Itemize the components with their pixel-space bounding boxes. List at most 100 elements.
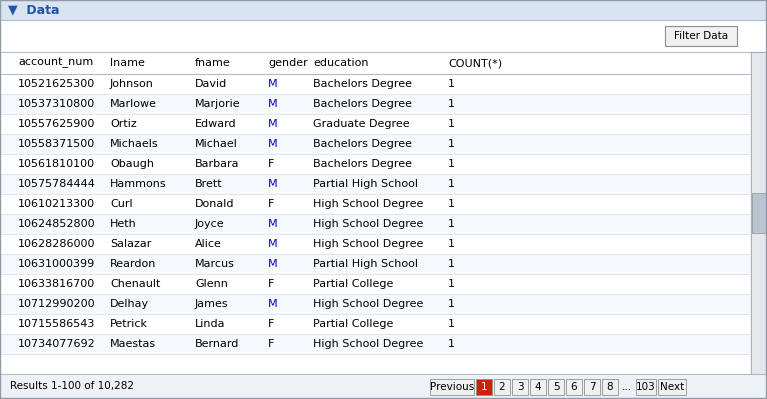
Text: Glenn: Glenn <box>195 279 228 289</box>
Text: 8: 8 <box>607 381 614 391</box>
Text: COUNT(*): COUNT(*) <box>448 58 502 68</box>
Bar <box>658 379 686 395</box>
Text: account_num: account_num <box>18 58 94 68</box>
Text: Partial High School: Partial High School <box>313 259 418 269</box>
Text: Alice: Alice <box>195 239 222 249</box>
Text: 10575784444: 10575784444 <box>18 179 96 189</box>
Text: M: M <box>268 119 278 129</box>
Text: 1: 1 <box>448 79 455 89</box>
Bar <box>476 379 492 395</box>
Bar <box>0 334 750 354</box>
Text: Bachelors Degree: Bachelors Degree <box>313 79 412 89</box>
Text: 10712990200: 10712990200 <box>18 299 96 309</box>
Text: Delhay: Delhay <box>110 299 149 309</box>
Text: M: M <box>268 299 278 309</box>
Text: 1: 1 <box>448 99 455 109</box>
Bar <box>0 274 750 294</box>
Text: David: David <box>195 79 227 89</box>
Text: 1: 1 <box>448 219 455 229</box>
Text: Filter Data: Filter Data <box>674 31 728 41</box>
Text: M: M <box>268 259 278 269</box>
Text: 6: 6 <box>571 381 578 391</box>
Text: Hammons: Hammons <box>110 179 166 189</box>
Text: 103: 103 <box>636 381 656 391</box>
Text: Marjorie: Marjorie <box>195 99 241 109</box>
Text: Reardon: Reardon <box>110 259 156 269</box>
Text: Bernard: Bernard <box>195 339 239 349</box>
Text: Bachelors Degree: Bachelors Degree <box>313 159 412 169</box>
Text: ...: ... <box>622 381 632 391</box>
Text: Ortiz: Ortiz <box>110 119 137 129</box>
Text: Graduate Degree: Graduate Degree <box>313 119 410 129</box>
Bar <box>0 214 750 234</box>
Text: 5: 5 <box>553 381 559 391</box>
Text: 1: 1 <box>481 381 487 391</box>
Bar <box>636 379 656 395</box>
Text: education: education <box>313 58 368 68</box>
Text: Joyce: Joyce <box>195 219 225 229</box>
Text: 10537310800: 10537310800 <box>18 99 95 109</box>
Text: F: F <box>268 319 275 329</box>
Text: fname: fname <box>195 58 231 68</box>
Text: 3: 3 <box>517 381 523 391</box>
Bar <box>530 379 546 395</box>
Text: Brett: Brett <box>195 179 222 189</box>
Text: 10628286000: 10628286000 <box>18 239 96 249</box>
Text: 1: 1 <box>448 119 455 129</box>
Bar <box>0 154 750 174</box>
Text: M: M <box>268 179 278 189</box>
Text: 10631000399: 10631000399 <box>18 259 95 269</box>
Text: 4: 4 <box>535 381 542 391</box>
Text: 10734077692: 10734077692 <box>18 339 96 349</box>
Text: Bachelors Degree: Bachelors Degree <box>313 99 412 109</box>
Text: F: F <box>268 339 275 349</box>
Text: 1: 1 <box>448 139 455 149</box>
Bar <box>0 20 767 52</box>
Text: High School Degree: High School Degree <box>313 299 423 309</box>
Text: Maestas: Maestas <box>110 339 156 349</box>
Text: 10610213300: 10610213300 <box>18 199 95 209</box>
Bar <box>0 52 750 374</box>
Bar <box>0 254 750 274</box>
Text: Marlowe: Marlowe <box>110 99 157 109</box>
Text: 10521625300: 10521625300 <box>18 79 95 89</box>
Bar <box>0 114 750 134</box>
Bar <box>584 379 600 395</box>
Bar <box>0 74 750 94</box>
Bar <box>0 194 750 214</box>
Text: Curl: Curl <box>110 199 133 209</box>
Text: Marcus: Marcus <box>195 259 235 269</box>
Bar <box>0 354 750 374</box>
Text: 10561810100: 10561810100 <box>18 159 95 169</box>
Text: 7: 7 <box>589 381 595 391</box>
Text: Partial College: Partial College <box>313 279 393 289</box>
Text: Obaugh: Obaugh <box>110 159 154 169</box>
Text: 10624852800: 10624852800 <box>18 219 96 229</box>
Text: Bachelors Degree: Bachelors Degree <box>313 139 412 149</box>
Text: F: F <box>268 199 275 209</box>
Bar <box>548 379 564 395</box>
Bar <box>602 379 618 395</box>
Text: M: M <box>268 139 278 149</box>
Text: 10715586543: 10715586543 <box>18 319 95 329</box>
Text: Petrick: Petrick <box>110 319 148 329</box>
Text: Donald: Donald <box>195 199 235 209</box>
Text: Michael: Michael <box>195 139 238 149</box>
Text: 10633816700: 10633816700 <box>18 279 95 289</box>
Text: 10558371500: 10558371500 <box>18 139 95 149</box>
Bar <box>566 379 582 395</box>
Text: 1: 1 <box>448 259 455 269</box>
Text: 1: 1 <box>448 299 455 309</box>
Text: 1: 1 <box>448 319 455 329</box>
Text: ▼  Data: ▼ Data <box>8 4 60 16</box>
Text: Next: Next <box>660 381 684 391</box>
Text: lname: lname <box>110 58 145 68</box>
Text: 1: 1 <box>448 179 455 189</box>
Text: Linda: Linda <box>195 319 225 329</box>
Bar <box>0 374 767 399</box>
Text: Heth: Heth <box>110 219 137 229</box>
Text: High School Degree: High School Degree <box>313 239 423 249</box>
Text: gender: gender <box>268 58 308 68</box>
Text: 1: 1 <box>448 159 455 169</box>
Text: Previous: Previous <box>430 381 474 391</box>
